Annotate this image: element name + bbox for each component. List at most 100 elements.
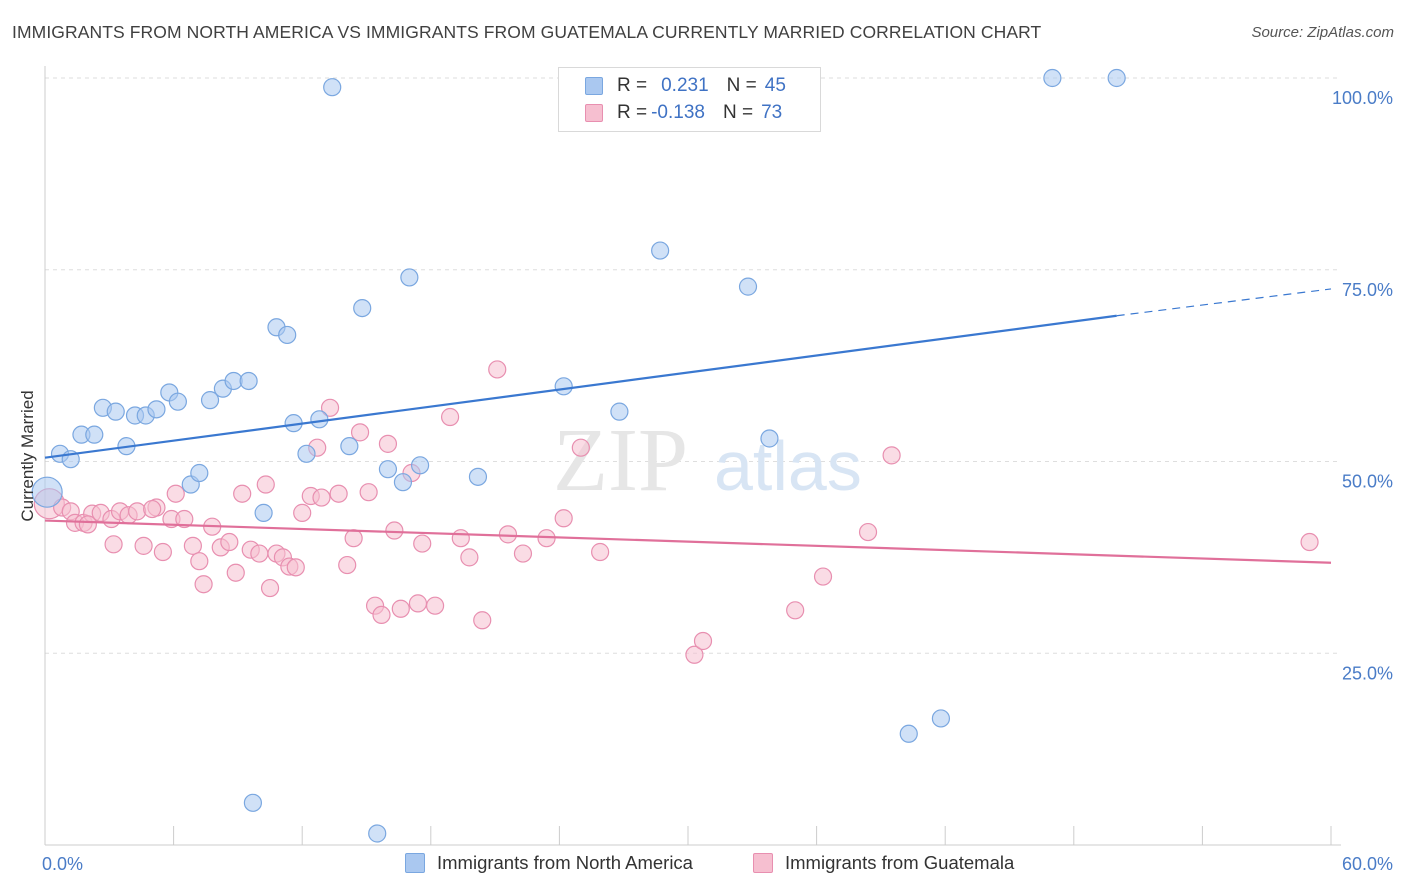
- point-guatemala: [425, 596, 445, 615]
- point-north-america: [931, 709, 951, 728]
- legend-n-value: 73: [761, 102, 783, 123]
- point-guatemala: [385, 521, 404, 540]
- point-north-america: [554, 377, 573, 396]
- y-tick-label: 75.0%: [1342, 280, 1393, 300]
- point-guatemala: [488, 360, 507, 379]
- point-north-america: [254, 503, 273, 522]
- y-tick-label: 100.0%: [1332, 88, 1393, 108]
- point-north-america: [400, 268, 419, 287]
- point-guatemala: [338, 555, 357, 575]
- point-north-america: [147, 400, 166, 419]
- point-north-america: [378, 460, 398, 479]
- x-tick-label: 60.0%: [1342, 854, 1393, 874]
- legend-swatch-blue: [585, 77, 603, 95]
- point-guatemala: [813, 567, 833, 586]
- point-guatemala: [143, 499, 162, 519]
- legend-r-label: R =: [617, 102, 648, 123]
- point-guatemala: [451, 529, 470, 548]
- point-north-america: [168, 392, 187, 411]
- point-north-america: [190, 463, 209, 483]
- watermark: ZIP atlas: [553, 411, 862, 510]
- legend-n-label: N =: [722, 102, 754, 123]
- point-guatemala: [591, 542, 610, 562]
- point-guatemala: [250, 544, 269, 563]
- bottom-legend-swatch-pink: [753, 853, 773, 873]
- point-north-america: [410, 456, 430, 475]
- legend-r-value: -0.138: [651, 102, 705, 123]
- point-guatemala: [571, 438, 590, 457]
- point-guatemala: [858, 522, 878, 542]
- legend-row-guatemala: R = -0.138 N = 73: [585, 101, 782, 125]
- axes: [44, 66, 1341, 846]
- trendline-guatemala: [44, 519, 1332, 564]
- point-north-america: [738, 277, 758, 296]
- point-north-america: [323, 78, 342, 97]
- trendline-north-america-extension: [1116, 288, 1332, 317]
- bottom-legend-swatch-blue: [405, 853, 425, 873]
- point-guatemala: [329, 484, 348, 503]
- point-guatemala: [513, 544, 533, 563]
- bottom-legend-label: Immigrants from Guatemala: [785, 852, 1015, 873]
- point-guatemala: [166, 484, 185, 503]
- point-north-america: [610, 402, 629, 421]
- point-guatemala: [220, 532, 239, 552]
- point-guatemala: [344, 529, 363, 548]
- point-guatemala: [153, 542, 172, 562]
- point-guatemala: [372, 605, 391, 625]
- point-guatemala: [460, 548, 479, 567]
- point-guatemala: [194, 575, 213, 594]
- point-north-america: [468, 467, 488, 486]
- point-guatemala: [183, 536, 202, 555]
- bottom-legend-label: Immigrants from North America: [437, 852, 693, 873]
- legend-n-label: N =: [726, 75, 757, 96]
- legend-n-value: 45: [764, 75, 786, 96]
- bottom-legend-north-america: Immigrants from North America: [405, 852, 693, 874]
- watermark-atlas: atlas: [714, 427, 862, 505]
- y-tick-label: 50.0%: [1342, 472, 1393, 492]
- point-guatemala: [312, 488, 331, 507]
- point-north-america: [200, 391, 220, 410]
- point-guatemala: [293, 503, 312, 522]
- point-north-america: [353, 299, 372, 318]
- x-tick-label: 0.0%: [42, 854, 83, 874]
- point-guatemala: [378, 434, 398, 453]
- trend-lines: [44, 288, 1332, 564]
- point-north-america: [1043, 68, 1062, 88]
- point-guatemala: [440, 407, 460, 427]
- point-guatemala: [473, 611, 492, 630]
- point-guatemala: [359, 483, 378, 502]
- point-guatemala: [413, 534, 432, 553]
- legend-r-value: 0.231: [661, 75, 709, 96]
- point-north-america: [310, 410, 329, 429]
- point-guatemala: [350, 423, 370, 442]
- point-north-america: [340, 437, 359, 456]
- point-north-america: [106, 402, 125, 421]
- point-guatemala: [1300, 532, 1319, 552]
- point-guatemala: [260, 578, 280, 598]
- bottom-legend-guatemala: Immigrants from Guatemala: [753, 852, 1014, 874]
- watermark-zip: ZIP: [553, 411, 688, 510]
- point-north-america: [278, 325, 297, 345]
- point-north-america: [297, 444, 316, 463]
- point-guatemala: [408, 594, 428, 613]
- point-north-america: [31, 476, 63, 508]
- point-guatemala: [226, 563, 245, 582]
- point-guatemala: [320, 398, 340, 417]
- series-guatemala: [33, 360, 1319, 664]
- point-guatemala: [286, 558, 305, 577]
- point-guatemala: [391, 599, 410, 618]
- source-label: Source: ZipAtlas.com: [1251, 24, 1394, 41]
- legend-swatch-pink: [585, 104, 603, 122]
- point-north-america: [899, 724, 918, 743]
- point-north-america: [243, 793, 263, 812]
- y-tick-label: 25.0%: [1342, 663, 1393, 683]
- point-guatemala: [786, 601, 805, 620]
- point-guatemala: [233, 484, 252, 503]
- y-axis-label: Currently Married: [18, 390, 37, 521]
- point-guatemala: [498, 525, 518, 544]
- point-guatemala: [78, 515, 97, 534]
- chart-title: IMMIGRANTS FROM NORTH AMERICA VS IMMIGRA…: [12, 22, 1042, 42]
- x-tick-labels: 0.0% 60.0%: [42, 854, 1393, 874]
- trendline-north-america: [44, 314, 1117, 459]
